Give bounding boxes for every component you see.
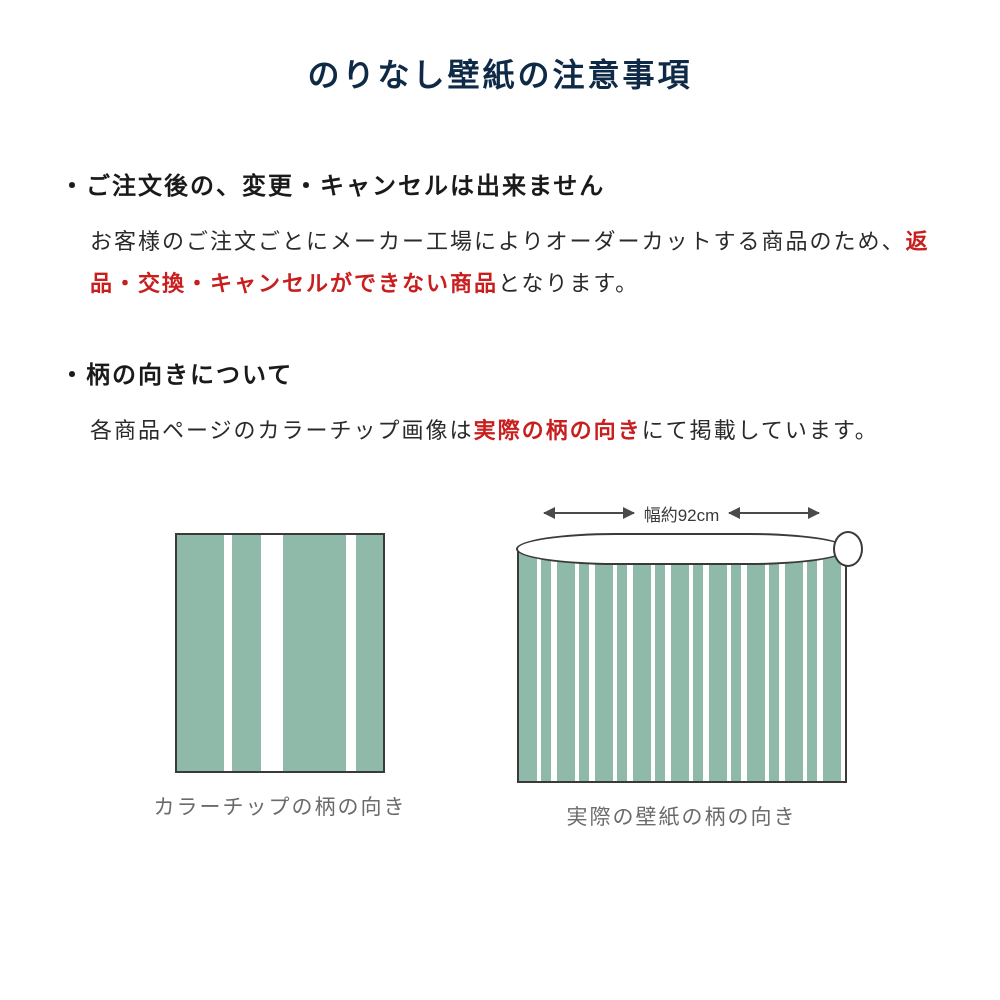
page-title: のりなし壁紙の注意事項 [60,50,940,96]
width-indicator: 幅約92cm [544,501,820,525]
section1-heading: ・ご注文後の、変更・キャンセルは出来ません [60,166,940,201]
diagram-right: 幅約92cm 実際の壁紙の柄の向き [517,501,847,831]
arrow-left-icon [544,512,634,514]
arrow-right-icon [729,512,819,514]
section1-body-pre: お客様のご注文ごとにメーカー工場によりオーダーカットする商品のため、 [90,229,906,254]
section2-heading: ・柄の向きについて [60,355,940,390]
section2-body-post: にて掲載しています。 [642,418,879,443]
roll-end-cap [833,531,863,567]
section1-body: お客様のご注文ごとにメーカー工場によりオーダーカットする商品のため、返品・交換・… [60,221,940,305]
color-chip-sample [175,533,385,773]
section1-body-post: となります。 [498,271,639,296]
section2-body-highlight: 実際の柄の向き [474,418,642,443]
diagram-left: x カラーチップの柄の向き [154,501,407,831]
section2-body: 各商品ページのカラーチップ画像は実際の柄の向きにて掲載しています。 [60,410,940,452]
width-label: 幅約92cm [644,501,720,526]
diagram-right-caption: 実際の壁紙の柄の向き [567,801,797,831]
section2-body-pre: 各商品ページのカラーチップ画像は [90,418,474,443]
roll-top-edge [516,533,848,565]
diagrams-row: x カラーチップの柄の向き 幅約92cm 実際の壁紙の柄の向き [60,501,940,831]
diagram-left-caption: カラーチップの柄の向き [154,791,407,821]
wallpaper-roll-sample [517,533,847,783]
